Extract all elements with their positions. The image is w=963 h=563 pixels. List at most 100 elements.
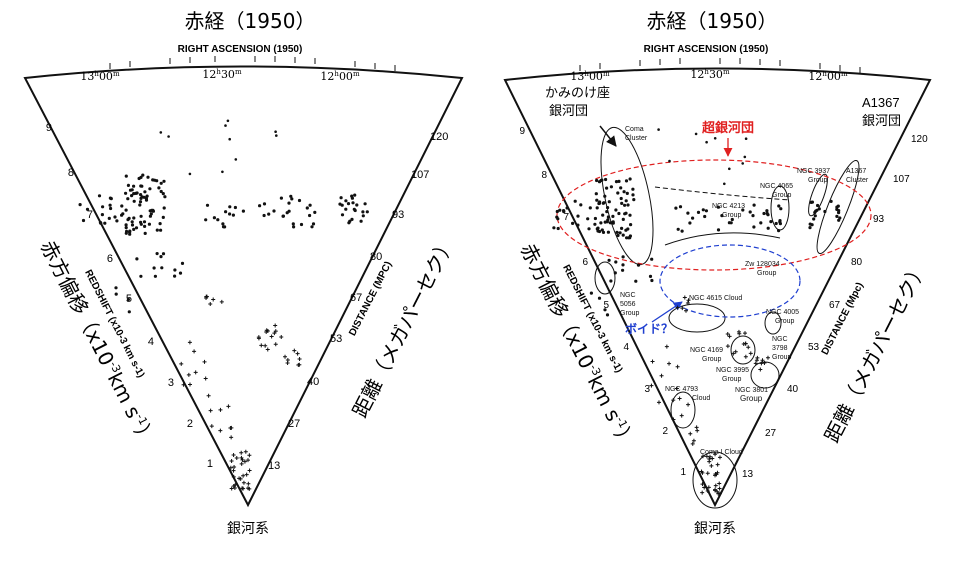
- galaxy-marker: [699, 469, 704, 474]
- galaxy-marker: [618, 231, 622, 235]
- galaxy-marker: [601, 230, 606, 234]
- void-arrow: [651, 301, 683, 323]
- galaxy-marker: [701, 208, 705, 212]
- galaxy-marker: [355, 203, 359, 207]
- galaxy-marker: [649, 383, 654, 388]
- galaxy-marker: [247, 468, 252, 473]
- galaxy-marker: [599, 221, 603, 225]
- supercluster-label: 超銀河団: [702, 120, 754, 136]
- ngc4793-tag-2: Cloud: [692, 395, 710, 402]
- galaxy-marker: [679, 413, 684, 418]
- galaxy-marker: [613, 271, 617, 275]
- galaxy-marker: [363, 202, 367, 206]
- galaxy-marker: [109, 197, 113, 201]
- galaxy-marker: [671, 398, 676, 403]
- galaxy-marker: [709, 463, 714, 468]
- galaxy-marker: [124, 208, 128, 212]
- galaxy-marker: [601, 213, 605, 217]
- galaxy-marker: [579, 203, 583, 207]
- galaxy-marker: [243, 449, 248, 454]
- galaxy-marker: [218, 407, 223, 412]
- galaxy-marker: [187, 340, 192, 345]
- galaxy-marker: [290, 197, 294, 201]
- galaxy-marker: [361, 210, 365, 214]
- right-z-tick: 2: [662, 426, 668, 437]
- galaxy-marker: [748, 210, 752, 214]
- galaxy-marker: [676, 227, 680, 231]
- galaxy-marker: [675, 364, 680, 369]
- galaxy-marker: [115, 219, 119, 223]
- galaxy-marker: [717, 455, 722, 460]
- galaxy-marker: [675, 305, 680, 310]
- galaxy-marker: [716, 228, 721, 232]
- galaxy-marker: [623, 212, 627, 216]
- galaxy-marker: [829, 199, 833, 203]
- galaxy-marker: [292, 348, 297, 353]
- galaxy-marker: [228, 205, 232, 209]
- galaxy-marker: [629, 223, 633, 227]
- galaxy-marker: [684, 308, 689, 313]
- galaxy-marker: [279, 196, 283, 200]
- galaxy-marker: [202, 359, 207, 364]
- a1367-jp-label: A1367: [862, 95, 900, 110]
- galaxy-marker: [730, 217, 734, 222]
- galaxy-marker: [680, 229, 684, 233]
- galaxy-marker: [576, 214, 580, 218]
- galaxy-marker: [751, 214, 755, 218]
- galaxy-marker: [607, 200, 611, 204]
- galaxy-marker: [287, 201, 291, 205]
- galaxy-marker: [218, 428, 223, 433]
- galaxy-marker: [173, 268, 177, 272]
- galaxy-marker: [609, 279, 613, 283]
- right-ra-tick-12h: 12h00m: [808, 70, 848, 83]
- left-redshift-label-jp: 赤方偏移（x10-3km s-1）: [36, 236, 160, 449]
- left-d-tick: 13: [268, 460, 280, 472]
- galaxy-marker: [130, 194, 134, 198]
- galaxy-marker: [587, 227, 591, 231]
- right-structure-outlines: [594, 126, 860, 509]
- right-d-tick: 53: [808, 342, 820, 353]
- galaxy-marker: [126, 197, 130, 201]
- ngc3995-tag-2: Group: [722, 376, 742, 383]
- a1367-cluster-tag: A1367: [846, 168, 866, 175]
- galaxy-marker: [221, 222, 225, 226]
- supercluster-outline: [556, 159, 872, 271]
- galaxy-marker: [297, 198, 302, 203]
- galaxy-marker: [555, 209, 559, 214]
- galaxy-marker: [350, 217, 354, 221]
- galaxy-marker: [295, 351, 300, 356]
- galaxy-marker: [659, 373, 664, 378]
- galaxy-marker: [100, 213, 104, 217]
- galaxy-marker: [124, 231, 128, 235]
- galaxy-marker: [247, 453, 252, 458]
- galaxy-marker: [135, 257, 139, 261]
- galaxy-marker: [614, 180, 619, 184]
- galaxy-marker: [224, 210, 228, 214]
- galaxy-marker: [600, 228, 604, 232]
- galaxy-marker: [703, 214, 707, 219]
- galaxy-marker: [264, 330, 269, 335]
- coma1-tag: Coma I Cloud: [700, 449, 743, 456]
- right-z-tick: 7: [563, 212, 569, 223]
- galaxy-marker: [594, 192, 598, 196]
- galaxy-marker: [595, 198, 599, 202]
- galaxy-marker: [593, 216, 598, 221]
- galaxy-marker: [608, 221, 612, 225]
- galaxy-marker: [596, 229, 600, 233]
- ngc3937-tag-2: Group: [808, 177, 828, 184]
- galaxy-marker: [744, 137, 748, 140]
- galaxy-marker: [108, 203, 112, 207]
- galaxy-marker: [229, 486, 234, 491]
- left-d-tick: 80: [370, 251, 382, 263]
- left-ra-tick-12h30: 12h30m: [202, 68, 242, 81]
- galaxy-marker: [231, 213, 235, 217]
- galaxy-marker: [299, 222, 304, 227]
- galaxy-marker: [606, 218, 610, 222]
- galaxy-marker: [114, 286, 118, 290]
- galaxy-marker: [619, 196, 623, 201]
- galaxy-marker: [837, 209, 841, 213]
- left-galaxy-points: [78, 119, 369, 491]
- coma-cluster-tag: Coma: [625, 126, 644, 133]
- galaxy-marker: [700, 454, 705, 459]
- galaxy-marker: [625, 191, 629, 195]
